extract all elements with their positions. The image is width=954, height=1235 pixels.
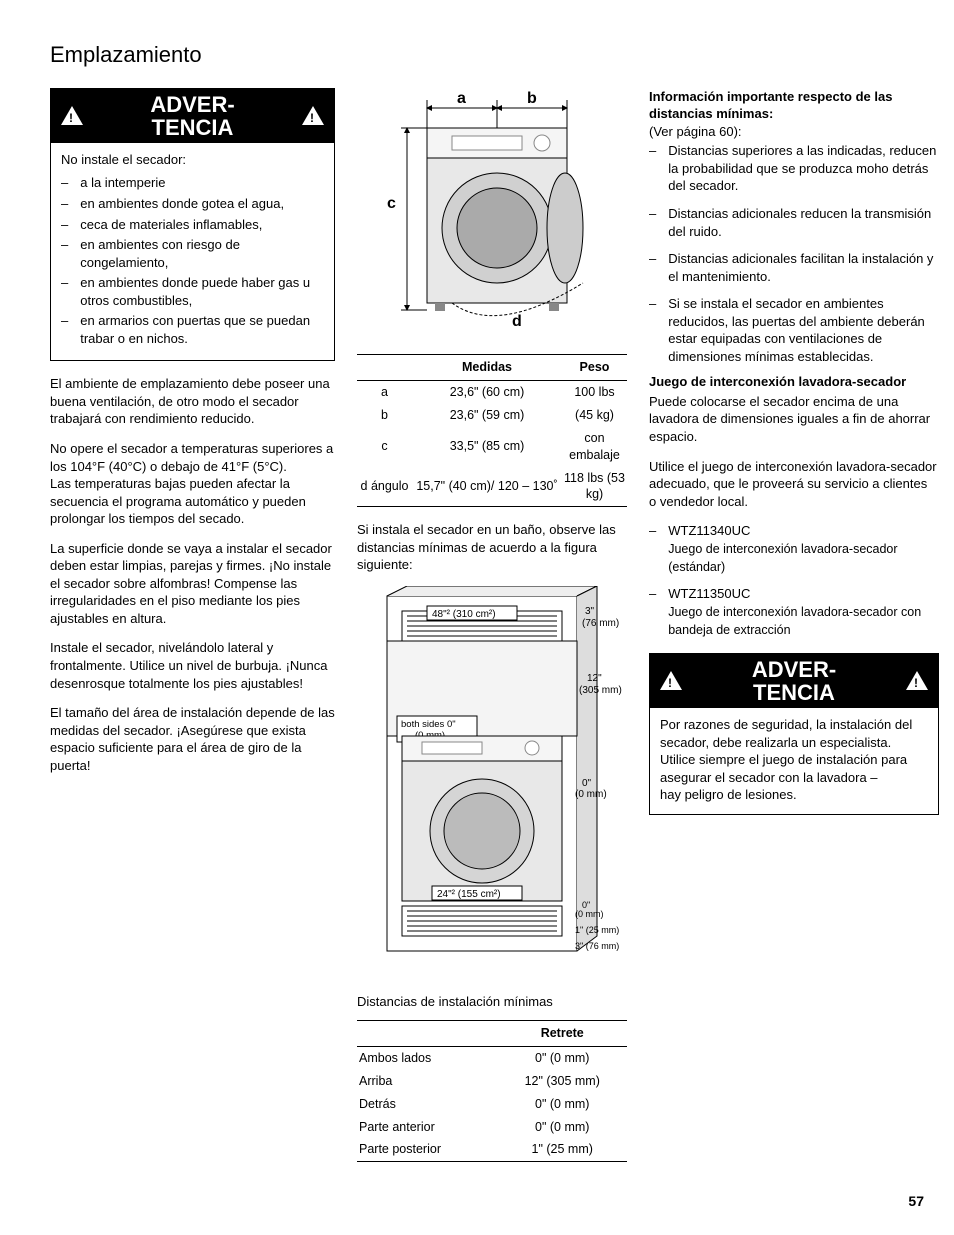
th: Peso	[562, 355, 627, 381]
svg-text:12": 12"	[587, 673, 602, 684]
list-item: en ambientes donde puede haber gas u otr…	[80, 274, 324, 309]
th: Medidas	[412, 355, 562, 381]
product-desc: Juego de interconexión lavadora-secador …	[668, 542, 897, 574]
list-item: Distancias superiores a las indicadas, r…	[668, 142, 939, 195]
svg-text:3": 3"	[585, 606, 595, 617]
product-desc: Juego de interconexión lavadora-secador …	[668, 605, 921, 637]
warning-list: a la intemperie en ambientes donde gotea…	[61, 174, 324, 347]
paragraph: No opere el secador a temperaturas super…	[50, 440, 335, 528]
th	[357, 355, 412, 381]
list-item: en ambientes donde gotea el agua,	[80, 195, 324, 213]
td: 12" (305 mm)	[497, 1070, 627, 1093]
th	[357, 1021, 497, 1047]
td: Parte anterior	[357, 1116, 497, 1139]
warning-icon	[61, 106, 83, 125]
warning-heading: ADVER- TENCIA	[682, 658, 906, 704]
td: 0" (0 mm)	[497, 1116, 627, 1139]
svg-text:both sides 0": both sides 0"	[401, 719, 456, 730]
svg-text:(305 mm): (305 mm)	[579, 685, 622, 696]
subheading: Información importante respecto de las d…	[649, 89, 892, 122]
td: d ángulo	[357, 467, 412, 507]
warning-heading: ADVER- TENCIA	[83, 93, 302, 139]
paragraph: Utilice el juego de interconexión lavado…	[649, 458, 939, 511]
paragraph: El tamaño del área de instalación depend…	[50, 704, 335, 774]
warning-box-1: ADVER- TENCIA No instale el secador: a l…	[50, 88, 335, 362]
subheading-note: (Ver página 60):	[649, 124, 742, 139]
list-item: a la intemperie	[80, 174, 324, 192]
svg-text:0": 0"	[582, 778, 592, 789]
td: 33,5" (85 cm)	[412, 427, 562, 467]
page-number: 57	[50, 1192, 924, 1211]
list-item: en ambientes con riesgo de congelamiento…	[80, 236, 324, 271]
td: con embalaje	[562, 427, 627, 467]
paragraph: Si instala el secador en un baño, observ…	[357, 521, 627, 574]
column-3: Información importante respecto de las d…	[649, 88, 939, 1163]
svg-text:(0 mm): (0 mm)	[575, 789, 607, 800]
svg-text:1" (25 mm): 1" (25 mm)	[575, 925, 619, 935]
svg-text:3" (76 mm): 3" (76 mm)	[575, 941, 619, 951]
column-2: a b c d Medidas Peso a23,6" (60 cm)100 l…	[357, 88, 627, 1163]
td: 100 lbs	[562, 381, 627, 404]
dimensions-table: Medidas Peso a23,6" (60 cm)100 lbs b23,6…	[357, 354, 627, 507]
warning-icon	[660, 671, 682, 690]
paragraph: Instale el secador, nivelándolo lateral …	[50, 639, 335, 692]
warning-box-2: ADVER- TENCIA Por razones de seguridad, …	[649, 653, 939, 815]
svg-text:(0 mm): (0 mm)	[575, 909, 604, 919]
td: a	[357, 381, 412, 404]
td: 23,6" (59 cm)	[412, 404, 562, 427]
product-code: WTZ11340UC	[668, 523, 750, 538]
dryer-dimensions-diagram: a b c d	[357, 88, 627, 338]
warning-icon	[906, 671, 928, 690]
td: c	[357, 427, 412, 467]
column-1: ADVER- TENCIA No instale el secador: a l…	[50, 88, 335, 1163]
svg-text:a: a	[457, 90, 466, 107]
td: Arriba	[357, 1070, 497, 1093]
subheading: Juego de interconexión lavadora-secador	[649, 373, 939, 391]
td: Detrás	[357, 1093, 497, 1116]
info-list: Distancias superiores a las indicadas, r…	[649, 142, 939, 365]
td: Parte posterior	[357, 1138, 497, 1161]
paragraph: Puede colocarse el secador encima de una…	[649, 393, 939, 446]
warning-body: Por razones de seguridad, la instalación…	[660, 716, 928, 804]
paragraph: El ambiente de emplazamiento debe poseer…	[50, 375, 335, 428]
td: (45 kg)	[562, 404, 627, 427]
svg-text:d: d	[512, 313, 522, 330]
td: 1" (25 mm)	[497, 1138, 627, 1161]
td: 15,7" (40 cm)/ 120 – 130˚	[412, 467, 562, 507]
td: 118 lbs (53 kg)	[562, 467, 627, 507]
svg-text:b: b	[527, 90, 537, 107]
td: 0" (0 mm)	[497, 1046, 627, 1069]
warning-intro: No instale el secador:	[61, 151, 324, 169]
product-list: WTZ11340UC Juego de interconexión lavado…	[649, 522, 939, 639]
th: Retrete	[497, 1021, 627, 1047]
diagram-caption: Distancias de instalación mínimas	[357, 993, 627, 1011]
warning-icon	[302, 106, 324, 125]
td: 0" (0 mm)	[497, 1093, 627, 1116]
list-item: ceca de materiales inflamables,	[80, 216, 324, 234]
list-item: en armarios con puertas que se puedan tr…	[80, 312, 324, 347]
list-item: Si se instala el secador en ambientes re…	[668, 295, 939, 365]
list-item: Distancias adicionales facilitan la inst…	[668, 250, 939, 285]
paragraph: La superficie donde se vaya a instalar e…	[50, 540, 335, 628]
svg-text:c: c	[387, 195, 396, 212]
clearances-table: Retrete Ambos lados0" (0 mm) Arriba12" (…	[357, 1020, 627, 1162]
td: Ambos lados	[357, 1046, 497, 1069]
svg-text:24"² (155 cm²): 24"² (155 cm²)	[437, 889, 501, 900]
svg-text:48"² (310 cm²): 48"² (310 cm²)	[432, 609, 496, 620]
clearance-diagram: 48"² (310 cm²) 3" (76 mm) 12" (305 mm) b…	[357, 586, 627, 966]
product-code: WTZ11350UC	[668, 586, 750, 601]
page-title: Emplazamiento	[50, 40, 924, 70]
td: b	[357, 404, 412, 427]
list-item: Distancias adicionales reducen la transm…	[668, 205, 939, 240]
td: 23,6" (60 cm)	[412, 381, 562, 404]
svg-text:(76 mm): (76 mm)	[582, 618, 619, 629]
